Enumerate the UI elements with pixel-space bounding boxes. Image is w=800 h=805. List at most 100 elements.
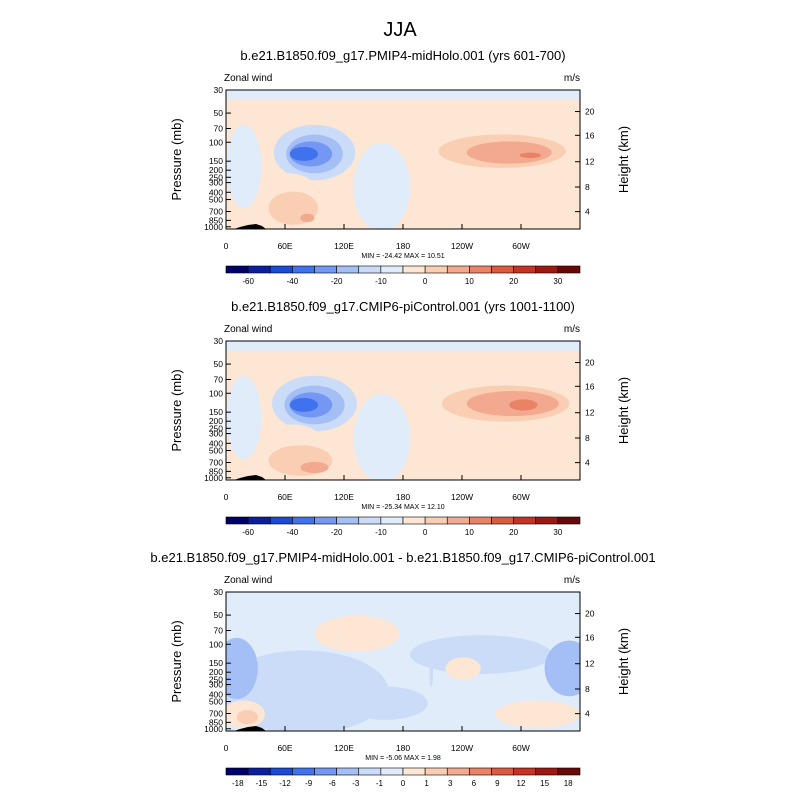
pressure-tick-label: 400 (209, 187, 223, 197)
height-tick-label: 8 (585, 684, 590, 694)
x-tick-label: 60W (512, 743, 529, 753)
colorbar-tick-label: -9 (305, 779, 313, 788)
height-tick-label: 4 (585, 458, 590, 468)
contour-region (226, 637, 258, 700)
height-tick-label: 12 (585, 157, 595, 167)
pressure-tick-label: 100 (209, 388, 223, 398)
colorbar-cell (336, 265, 360, 274)
colorbar-cell (557, 516, 581, 525)
pressure-tick-label: 150 (209, 156, 223, 166)
height-tick-label: 8 (585, 433, 590, 443)
colorbar-cell (446, 767, 470, 776)
colorbar-tick-label: -20 (331, 528, 343, 537)
field-band (226, 375, 262, 460)
colorbar-tick-label: 3 (448, 779, 453, 788)
pressure-tick-label: 400 (209, 689, 223, 699)
colorbar-cell (380, 767, 404, 776)
colorbar-cell (402, 516, 426, 525)
colorbar-cell (292, 516, 315, 525)
contour-region (519, 152, 542, 159)
colorbar-tick-label: -60 (242, 528, 254, 537)
colorbar-cell (446, 516, 470, 525)
pressure-tick-label: 500 (209, 195, 223, 205)
colorbar-cell (292, 265, 315, 274)
colorbar: -60 -40 -20 -10 0 10 20 30 (225, 516, 581, 537)
colorbar-tick-label: 20 (509, 528, 518, 537)
colorbar-cell (269, 767, 293, 776)
colorbar-tick-label: -40 (287, 528, 299, 537)
colorbar-tick-label: -20 (331, 277, 343, 286)
contour-field (226, 90, 580, 229)
colorbar-tick-label: 1 (424, 779, 429, 788)
colorbar: -60 -40 -20 -10 0 10 20 30 (225, 265, 581, 286)
colorbar-cell (491, 265, 514, 274)
topography (234, 224, 266, 229)
contour-region (236, 710, 258, 725)
x-tick-label: 60W (512, 241, 529, 251)
colorbar-cell (336, 516, 360, 525)
colorbar-tick-label: -10 (375, 528, 387, 537)
colorbar-cell (491, 516, 514, 525)
colorbar-cell (225, 516, 249, 525)
height-tick-label: 20 (585, 609, 595, 619)
colorbar-cell (225, 265, 249, 274)
contour-region (314, 615, 400, 652)
y-axis-label: Pressure (mb) (169, 369, 184, 451)
x-tick-label: 0 (224, 743, 229, 753)
pressure-tick-label: 300 (209, 429, 223, 439)
units-label: m/s (564, 575, 580, 586)
contour-region (300, 461, 329, 474)
colorbar-cell (557, 767, 581, 776)
stats-text: MIN = -25.34 MAX = 12.10 (361, 504, 444, 511)
colorbar-cell (247, 767, 271, 776)
pressure-tick-label: 400 (209, 438, 223, 448)
pressure-tick-label: 850 (209, 215, 223, 225)
pressure-tick-label: 200 (209, 416, 223, 426)
contour-region (429, 658, 434, 687)
colorbar-tick-label: -10 (375, 277, 387, 286)
units-label: m/s (564, 324, 580, 335)
stats-text: MIN = -24.42 MAX = 10.51 (361, 253, 444, 260)
colorbar-cell (557, 265, 581, 274)
colorbar-cell (513, 265, 537, 274)
stats-text: MIN = -5.06 MAX = 1.98 (365, 755, 441, 762)
variable-label: Zonal wind (224, 73, 272, 84)
x-tick-label: 120E (334, 241, 354, 251)
y2-axis-label: Height (km) (616, 126, 631, 193)
colorbar-cell (314, 265, 337, 274)
y2-axis-label: Height (km) (616, 377, 631, 444)
x-tick-label: 0 (224, 241, 229, 251)
height-tick-label: 8 (585, 182, 590, 192)
colorbar-cell (424, 265, 448, 274)
pressure-tick-label: 500 (209, 446, 223, 456)
panel-title: b.e21.B1850.f09_g17.PMIP4-midHolo.001 - … (150, 550, 655, 565)
pressure-tick-label: 200 (209, 165, 223, 175)
x-tick-label: 120W (451, 241, 473, 251)
pressure-tick-label: 50 (214, 108, 224, 118)
x-tick-label: 60W (512, 492, 529, 502)
pressure-tick-label: 30 (214, 336, 224, 346)
contour-region (544, 640, 580, 697)
colorbar-tick-label: 9 (495, 779, 500, 788)
height-tick-label: 4 (585, 709, 590, 719)
colorbar-cell (424, 516, 448, 525)
colorbar-cell (424, 767, 448, 776)
pressure-tick-label: 700 (209, 457, 223, 467)
colorbar-cell (247, 516, 271, 525)
x-tick-label: 60E (277, 492, 292, 502)
x-tick-label: 180 (396, 241, 410, 251)
colorbar-tick-label: 10 (465, 528, 474, 537)
contour-region (445, 657, 481, 680)
colorbar-tick-label: 15 (540, 779, 549, 788)
pressure-tick-label: 1000 (204, 724, 223, 734)
colorbar-tick-label: -60 (242, 277, 254, 286)
variable-label: Zonal wind (224, 324, 272, 335)
colorbar-tick-label: -18 (232, 779, 244, 788)
colorbar-tick-label: 0 (423, 277, 428, 286)
colorbar-cell (402, 767, 426, 776)
chart-panel-1: b.e21.B1850.f09_g17.PMIP4-midHolo.001 (y… (169, 48, 631, 286)
y-axis-label: Pressure (mb) (169, 620, 184, 702)
colorbar-tick-label: 0 (423, 528, 428, 537)
colorbar-cell (535, 767, 559, 776)
pressure-tick-label: 50 (214, 359, 224, 369)
